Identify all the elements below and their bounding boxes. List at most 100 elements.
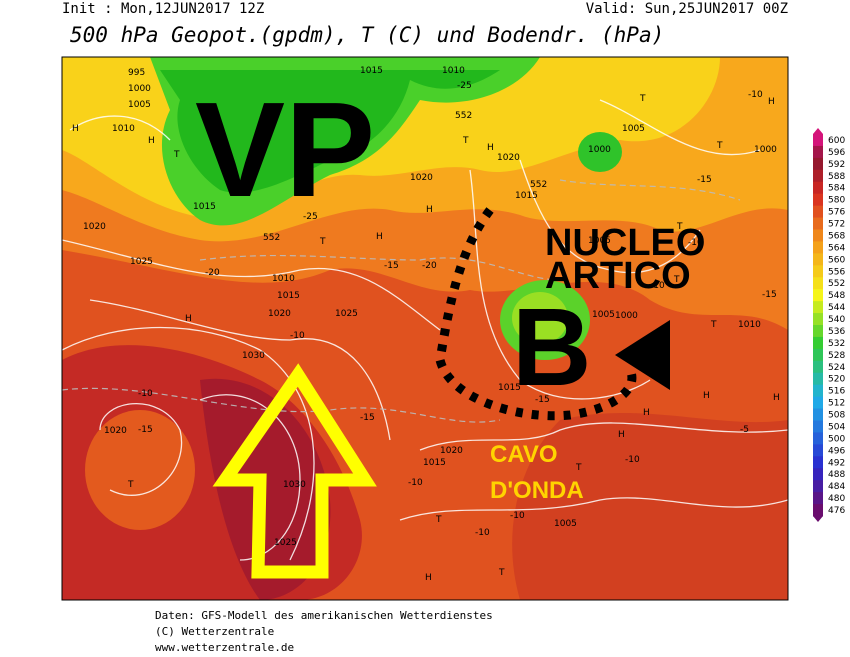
map-label: 1020 (497, 153, 520, 163)
map-label: 1015 (360, 66, 383, 76)
legend-label: 548 (828, 291, 845, 301)
legend-cap (813, 128, 823, 134)
artico-label: ARTICO (545, 255, 691, 297)
map-label: T (435, 515, 442, 525)
map-label: 552 (455, 111, 472, 121)
map-label: T (319, 237, 326, 247)
map-label: 1000 (588, 145, 611, 155)
map-label: -20 (422, 261, 437, 271)
legend-label: 536 (828, 327, 845, 337)
legend-swatch (813, 420, 823, 433)
dotted-outline (435, 207, 637, 421)
map-label: 995 (128, 68, 145, 78)
map-label: 1010 (112, 124, 135, 134)
legend-swatch (813, 480, 823, 493)
map-label: T (575, 463, 582, 473)
legend-swatch (813, 289, 823, 302)
map-label: -25 (457, 81, 472, 91)
legend-label: 500 (828, 434, 845, 444)
map-label: H (426, 205, 433, 215)
b-label: B (512, 286, 591, 409)
legend-swatch (813, 277, 823, 290)
legend-swatch (813, 313, 823, 326)
map-label: 1005 (622, 124, 645, 134)
map-label: 1015 (515, 191, 538, 201)
legend-label: 544 (828, 303, 845, 313)
map-label: T (462, 136, 469, 146)
legend-swatch (813, 360, 823, 374)
vp-label: VP (195, 74, 375, 225)
legend-swatch (813, 169, 823, 183)
map-label: H (72, 124, 79, 134)
legend-swatch (813, 408, 823, 421)
map-label: 1010 (442, 66, 465, 76)
legend-label: 596 (828, 148, 845, 158)
map-title: 500 hPa Geopot.(gpdm), T (C) und Bodendr… (70, 23, 664, 47)
map-label: 1015 (193, 202, 216, 212)
legend-label: 568 (828, 231, 845, 241)
footer-line: www.wetterzentrale.de (155, 641, 294, 654)
map-label: H (376, 232, 383, 242)
legend-swatch (813, 348, 823, 362)
map-label: 1025 (335, 309, 358, 319)
legend-label: 580 (828, 196, 845, 206)
legend-label: 540 (828, 315, 845, 325)
map-label: -10 (748, 90, 763, 100)
nucleo-label: NUCLEO (545, 222, 705, 264)
map-label: -10 (138, 389, 153, 399)
legend-swatch (813, 265, 823, 278)
map-label: H (148, 136, 155, 146)
map-label: 1010 (272, 274, 295, 284)
map-label: -15 (762, 290, 777, 300)
legend-label: 532 (828, 339, 845, 349)
legend-label: 572 (828, 220, 845, 230)
legend-swatch (813, 253, 823, 266)
map-label: T (716, 141, 723, 151)
legend-swatch (813, 396, 823, 410)
legend-swatch (813, 372, 823, 386)
legend-swatch (813, 384, 823, 398)
legend-swatch (813, 492, 823, 505)
map-label: -10 (475, 528, 490, 538)
legend-swatch (813, 241, 823, 254)
map-label: T (710, 320, 717, 330)
legend-swatch (813, 217, 823, 230)
map-label: -20 (205, 268, 220, 278)
map-label: 1005 (588, 236, 611, 246)
legend-swatch (813, 205, 823, 219)
legend-swatch (813, 229, 823, 242)
legend-cap (813, 516, 823, 522)
legend-swatch (813, 504, 823, 517)
legend-swatch (813, 432, 823, 445)
legend-label: 556 (828, 267, 845, 277)
map-label: H (185, 314, 192, 324)
legend-label: 552 (828, 279, 845, 289)
legend-swatch (813, 336, 823, 350)
map-label: 1005 (554, 519, 577, 529)
yellow-arrow (212, 363, 377, 579)
map-label: 1000 (615, 311, 638, 321)
legend-label: 528 (828, 351, 845, 361)
legend-label: 560 (828, 255, 845, 265)
map-label: 1020 (104, 426, 127, 436)
legend-label: 512 (828, 399, 845, 409)
map-label: -10 (650, 281, 665, 291)
map-label: 1020 (268, 309, 291, 319)
map-label: -10 (408, 478, 423, 488)
init-text: Init : Mon,12JUN2017 12Z (62, 1, 264, 17)
legend-label: 476 (828, 506, 845, 516)
map-label: 1025 (130, 257, 153, 267)
map-label: 1000 (128, 84, 151, 94)
valid-text: Valid: Sun,25JUN2017 00Z (586, 1, 788, 17)
legend-label: 488 (828, 470, 845, 480)
map-label: H (773, 393, 780, 403)
legend-label: 600 (828, 136, 845, 146)
map: 995100010051010HHT101510201025-20H1030-1… (62, 57, 788, 600)
map-label: -10 (625, 455, 640, 465)
legend-label: 524 (828, 363, 845, 373)
map-label: 1000 (754, 145, 777, 155)
map-label: H (618, 430, 625, 440)
legend-label: 520 (828, 375, 845, 385)
legend-label: 496 (828, 446, 845, 456)
map-label: 1020 (410, 173, 433, 183)
